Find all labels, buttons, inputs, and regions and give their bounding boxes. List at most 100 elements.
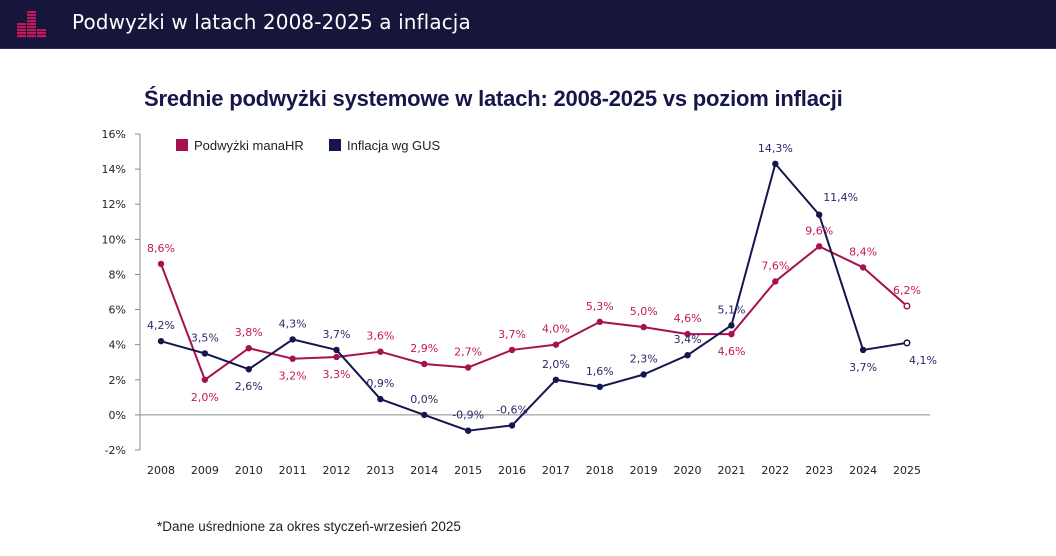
legend: Podwyżki manaHR Inflacja wg GUS (176, 138, 441, 153)
x-tick-label: 2010 (235, 464, 263, 477)
data-point (289, 336, 296, 343)
legend-label: Inflacja wg GUS (347, 138, 441, 153)
chart-title: Średnie podwyżki systemowe w latach: 200… (144, 86, 843, 111)
data-label: 5,0% (630, 305, 658, 318)
data-label: 3,5% (191, 331, 219, 344)
data-label: 9,6% (805, 224, 833, 237)
y-tick-label: 10% (102, 233, 126, 246)
data-point (816, 243, 823, 250)
x-tick-label: 2023 (805, 464, 833, 477)
logo-bar-segment (17, 29, 26, 32)
y-tick-label: -2% (105, 444, 126, 457)
data-label: 3,4% (674, 333, 702, 346)
data-point (552, 341, 560, 348)
y-tick-label: 12% (102, 198, 126, 211)
data-label: 2,9% (410, 342, 438, 355)
data-point (464, 364, 472, 371)
data-point (201, 350, 209, 357)
logo-bar-segment (27, 26, 36, 29)
data-label: 4,6% (674, 312, 702, 325)
data-point (157, 337, 165, 345)
x-tick-label: 2025 (893, 464, 921, 477)
data-label: 5,1% (717, 303, 745, 316)
data-point (377, 395, 384, 403)
data-point (816, 211, 823, 218)
data-label: 4,3% (279, 317, 307, 330)
data-point (552, 376, 560, 383)
logo-bar-segment (27, 11, 36, 14)
data-label: 3,6% (366, 330, 394, 343)
page-title: Podwyżki w latach 2008-2025 a inflacja (72, 10, 471, 34)
x-tick-label: 2020 (674, 464, 702, 477)
data-point (640, 371, 647, 378)
data-point (421, 360, 428, 368)
x-tick-label: 2022 (761, 464, 789, 477)
data-label: 5,3% (586, 300, 614, 313)
logo-bar-segment (37, 29, 46, 32)
legend-swatch (329, 139, 341, 151)
logo-bar-segment (27, 17, 36, 20)
data-point (903, 339, 911, 347)
series-lines (160, 162, 908, 432)
data-label: 2,0% (191, 391, 219, 404)
x-tick-label: 2017 (542, 464, 570, 477)
data-label: 8,4% (849, 245, 877, 258)
x-tick-label: 2011 (279, 464, 307, 477)
data-label: 8,6% (147, 242, 175, 255)
data-label: 2,0% (542, 358, 570, 371)
logo-bar-segment (17, 32, 26, 35)
x-tick-label: 2016 (498, 464, 526, 477)
legend-swatch (176, 139, 188, 151)
x-tick-label: 2012 (323, 464, 351, 477)
data-point (464, 427, 472, 434)
logo-bar-segment (17, 35, 26, 38)
data-label: 2,7% (454, 345, 482, 358)
x-tick-label: 2014 (410, 464, 438, 477)
logo-bar-segment (27, 32, 36, 35)
x-tick-label: 2018 (586, 464, 614, 477)
y-tick-label: 2% (109, 374, 126, 387)
data-point (728, 322, 735, 329)
data-point (728, 330, 735, 338)
x-tick-label: 2013 (366, 464, 394, 477)
data-point (157, 260, 165, 268)
x-tick-label: 2021 (717, 464, 745, 477)
data-label: 3,2% (279, 370, 307, 383)
data-label: 1,6% (586, 365, 614, 378)
data-labels: 8,6% 2,0% 3,8% 3,2% 3,3% 3,6% 2,9% 2,7% 3,7% 4,0%… (147, 142, 937, 422)
data-label: 3,3% (323, 368, 351, 381)
data-label: 4,1% (909, 354, 937, 367)
logo-bar-segment (27, 29, 36, 32)
data-label: 3,7% (498, 328, 526, 341)
axes: -2% 0% 2% 4% 6% 8% 10% 12% 14% 16% 2008 2009 2010 201… (102, 128, 930, 477)
data-label: 2,6% (235, 380, 263, 393)
footnote: *Dane uśrednione za okres styczeń-wrzesi… (157, 519, 461, 534)
data-label: 4,2% (147, 319, 175, 332)
y-tick-label: 8% (109, 268, 126, 281)
logo-bar-segment (17, 23, 26, 26)
y-tick-label: 6% (109, 304, 126, 317)
data-label: 4,6% (717, 345, 745, 358)
x-tick-label: 2008 (147, 464, 175, 477)
logo-bar-segment (27, 23, 36, 26)
data-point (859, 264, 867, 271)
y-tick-label: 0% (109, 409, 126, 422)
data-label: -0,9% (452, 409, 484, 422)
logo-bar-segment (37, 32, 46, 35)
data-label: 4,0% (542, 323, 570, 336)
series-line-podwyzki (160, 245, 908, 381)
y-tick-label: 14% (102, 163, 126, 176)
data-label: 7,6% (761, 259, 789, 272)
x-tick-label: 2019 (630, 464, 658, 477)
data-label: 0,9% (366, 377, 394, 390)
x-tick-label: 2024 (849, 464, 877, 477)
data-label: 2,3% (630, 353, 658, 366)
data-point (508, 422, 516, 429)
data-point (903, 302, 911, 310)
data-point (772, 160, 779, 168)
data-label: 6,2% (893, 284, 921, 297)
data-label: -0,6% (496, 403, 528, 416)
data-point (596, 318, 603, 326)
data-label: 0,0% (410, 393, 438, 406)
